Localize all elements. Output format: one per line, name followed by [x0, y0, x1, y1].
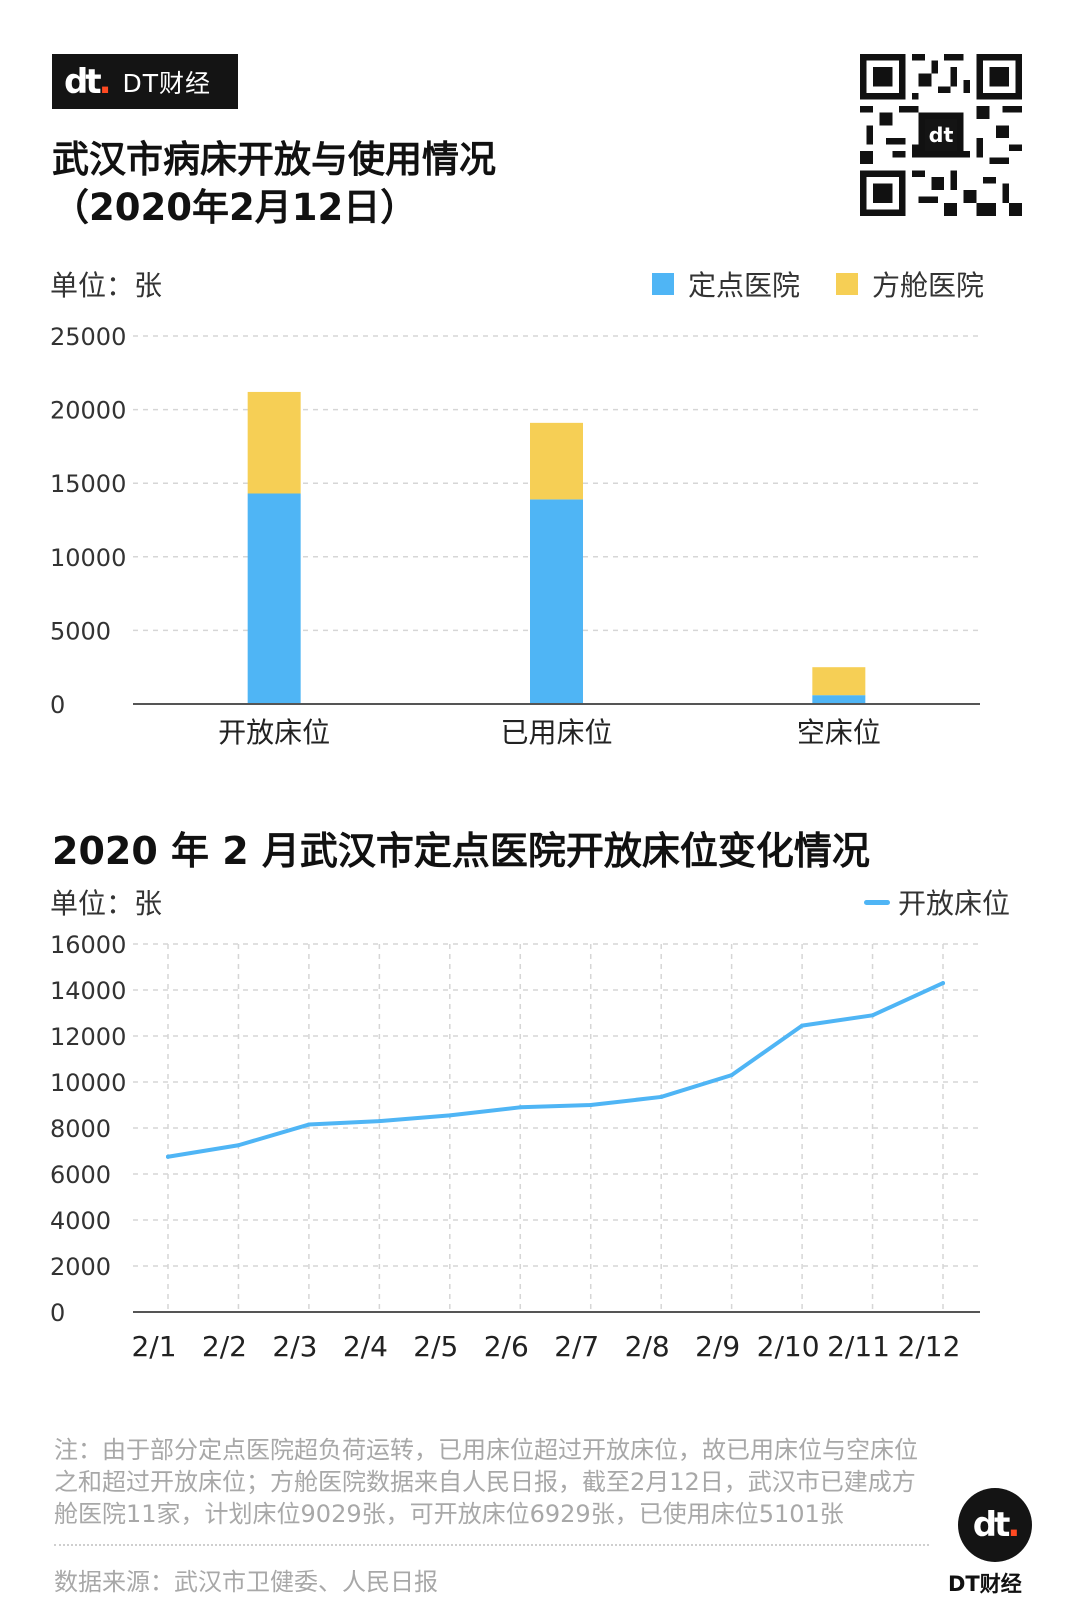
legend-swatch-designated [652, 273, 674, 295]
line-chart-unit-label: 单位：张 [50, 887, 163, 920]
legend-label-designated: 定点医院 [688, 269, 801, 302]
bar-category-label: 已用床位 [500, 716, 612, 749]
legend-line-swatch [864, 899, 890, 905]
open-beds-data-point [588, 1103, 593, 1107]
line-x-tick-label: 2/3 [272, 1330, 317, 1363]
open-beds-data-point [941, 981, 945, 986]
footer-logo: dt. [958, 1488, 1032, 1562]
bar-y-tick-label: 25000 [50, 323, 126, 351]
open-beds-data-point [447, 1113, 452, 1118]
line-y-tick-label: 6000 [50, 1161, 111, 1189]
bar-chart: 0 5000 10000 15000 20000 25000 开放床位 已用床位 空床位 [50, 323, 980, 749]
line-y-tick-label: 12000 [50, 1023, 126, 1051]
line-chart-title: 2020 年 2 月武汉市定点医院开放床位变化情况 [52, 829, 870, 873]
bar-y-tick-label: 5000 [50, 617, 111, 645]
brand-name: DT财经 [122, 68, 212, 98]
open-beds-data-point [659, 1094, 664, 1099]
open-beds-data-point [800, 1023, 805, 1028]
bar-category-label: 空床位 [797, 716, 881, 749]
open-beds-data-point [306, 1122, 311, 1127]
bar-category-label: 开放床位 [218, 716, 330, 749]
line-x-tick-label: 2/4 [343, 1330, 388, 1363]
line-x-tick-label: 2/9 [695, 1330, 740, 1363]
line-y-tick-label: 8000 [50, 1115, 111, 1143]
line-x-tick-label: 2/10 [757, 1330, 820, 1363]
line-x-tick-label: 2/2 [202, 1330, 247, 1363]
open-beds-series-line [166, 981, 945, 1159]
qr-center-logo: dt [929, 123, 954, 147]
open-beds-data-point [870, 1013, 875, 1018]
line-y-tick-label: 0 [50, 1299, 65, 1327]
legend-item-fangcang: 方舱医院 [836, 264, 984, 304]
bar-y-tick-label: 15000 [50, 470, 126, 498]
bar-y-tick-label: 20000 [50, 397, 126, 425]
footer-divider [54, 1544, 929, 1546]
open-beds-data-point [729, 1073, 734, 1078]
brand-logo-mark: dt. [64, 61, 111, 102]
bar-segment-designated [530, 499, 583, 704]
legend-label-open-beds: 开放床位 [898, 887, 1011, 920]
line-x-tick-label: 2/5 [413, 1330, 458, 1363]
line-x-tick-label: 2/8 [625, 1330, 670, 1363]
bar-segment-fangcang [247, 391, 301, 494]
open-beds-data-point [377, 1119, 382, 1124]
line-x-tick-label: 2/6 [484, 1330, 529, 1363]
page-title-line2: （2020年2月12日） [52, 186, 418, 229]
line-x-tick-label: 2/11 [827, 1330, 890, 1363]
bar-chart-legend: 定点医院 方舱医院 [652, 264, 984, 304]
bar-chart-unit-label: 单位：张 [50, 269, 163, 302]
footer-logo-text: DT财经 [948, 1572, 1022, 1596]
data-source: 数据来源：武汉市卫健委、人民日报 [54, 1568, 438, 1596]
bar-segment-designated [812, 695, 866, 704]
line-y-tick-label: 10000 [50, 1069, 126, 1097]
open-beds-data-point [518, 1105, 523, 1110]
bar-y-tick-label: 0 [50, 691, 65, 719]
page-title-line1: 武汉市病床开放与使用情况 [52, 138, 496, 181]
bar-segment-fangcang [812, 667, 866, 696]
legend-item-designated: 定点医院 [652, 264, 800, 304]
page-title: 武汉市病床开放与使用情况 （2020年2月12日） [52, 136, 496, 232]
line-x-tick-label: 2/1 [131, 1330, 176, 1363]
bar-segment-designated [247, 493, 301, 704]
line-y-tick-label: 14000 [50, 977, 126, 1005]
line-x-tick-label: 2/12 [898, 1330, 961, 1363]
line-chart-legend: 开放床位 [864, 882, 1010, 922]
line-y-tick-label: 16000 [50, 931, 126, 959]
brand-logo-box: dt. DT财经 [52, 54, 238, 109]
open-beds-data-point [166, 1154, 170, 1159]
legend-swatch-fangcang [836, 273, 859, 295]
bar-segment-fangcang [530, 422, 583, 500]
line-y-tick-label: 4000 [50, 1207, 111, 1235]
footnote: 注：由于部分定点医院超负荷运转，已用床位超过开放床位，故已用床位与空床位之和超过… [54, 1436, 918, 1528]
line-y-tick-label: 2000 [50, 1253, 111, 1281]
line-chart: 0 2000 4000 6000 8000 10000 12000 14000 16000 2/1… [50, 931, 980, 1363]
qr-code: dt [860, 54, 1022, 216]
line-x-tick-label: 2/7 [554, 1330, 599, 1363]
open-beds-data-point [236, 1143, 241, 1148]
bar-y-tick-label: 10000 [50, 544, 126, 572]
legend-label-fangcang: 方舱医院 [872, 269, 985, 302]
